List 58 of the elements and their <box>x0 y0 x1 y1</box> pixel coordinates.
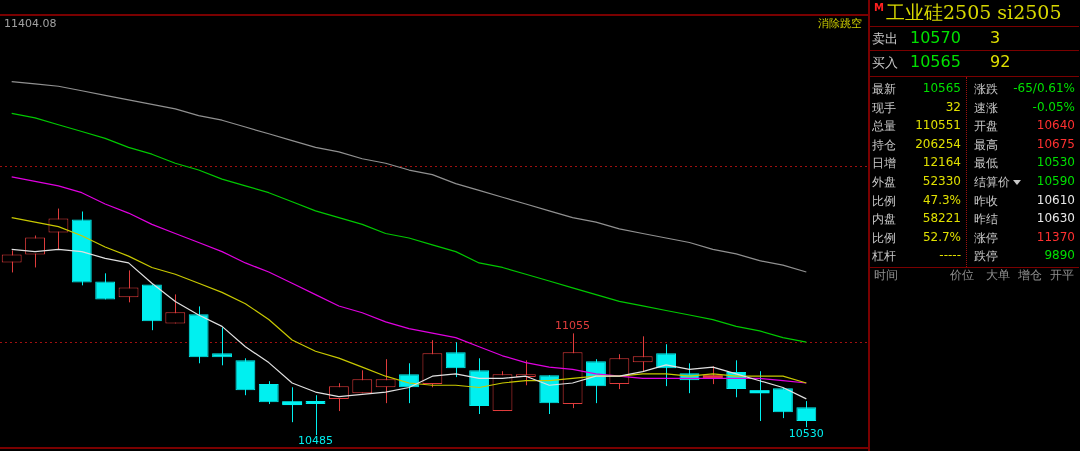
text: 涨跌 <box>974 81 998 98</box>
text: 比例 <box>872 192 896 210</box>
text: 涨停 <box>974 229 998 247</box>
text: 10610 <box>1036 192 1075 207</box>
text: 11404.08 <box>4 17 57 31</box>
text: 价位 <box>950 267 974 284</box>
text: 跌停 <box>974 248 998 266</box>
text: -65/0.61% <box>1013 81 1075 95</box>
text: 时间 <box>874 267 898 284</box>
text: 大单 <box>986 267 1010 284</box>
text: 110551 <box>915 118 961 133</box>
text: 持仓 <box>872 136 896 154</box>
text: 最高 <box>974 136 998 154</box>
text: 10630 <box>1036 211 1075 226</box>
text: 9890 <box>1044 248 1075 263</box>
text: 日增 <box>872 155 896 173</box>
text: 增仓 <box>1018 267 1042 284</box>
text: 52330 <box>922 174 961 188</box>
text: 58221 <box>922 211 961 226</box>
text: 卖出 <box>872 30 898 48</box>
text: 昨收 <box>974 192 998 210</box>
text: 外盘 <box>872 174 896 191</box>
text: M <box>874 2 884 13</box>
text: 10675 <box>1036 136 1075 151</box>
text: 12164 <box>922 155 961 170</box>
text: 32 <box>945 99 961 114</box>
text: 10640 <box>1036 118 1075 133</box>
annotation: 11055 <box>555 318 591 332</box>
annotation: 10485 <box>298 434 334 448</box>
text: 11370 <box>1036 229 1075 244</box>
annotation: 10530 <box>788 426 824 440</box>
text: 昨结 <box>974 211 998 229</box>
text: 内盘 <box>872 211 896 229</box>
text: 杠杆 <box>872 248 896 266</box>
text: 买入 <box>872 54 898 72</box>
text: 开平 <box>1050 267 1074 284</box>
text: 10530 <box>1036 155 1075 170</box>
text: 比例 <box>872 229 896 247</box>
text: 消除跳空 <box>818 17 862 31</box>
text: -0.05% <box>1032 99 1075 114</box>
text: 最新 <box>872 81 896 98</box>
text: 现手 <box>872 99 896 117</box>
text: 10565 <box>922 81 961 95</box>
text: 10570 <box>910 28 961 47</box>
text: 92 <box>990 52 1011 71</box>
text: 206254 <box>915 136 961 151</box>
text: 结算价 <box>974 174 1011 191</box>
text: 工业硅2505 si2505 <box>885 1 1062 23</box>
text: 3 <box>990 28 1001 47</box>
text: 开盘 <box>974 118 998 136</box>
text: 47.3% <box>922 192 961 207</box>
text: 最低 <box>974 155 998 173</box>
text: 52.7% <box>922 229 961 244</box>
text: 10565 <box>910 52 961 71</box>
text: 速涨 <box>974 99 998 117</box>
text: ----- <box>939 248 961 263</box>
text: 10590 <box>1036 174 1075 188</box>
text: 总量 <box>872 118 896 136</box>
